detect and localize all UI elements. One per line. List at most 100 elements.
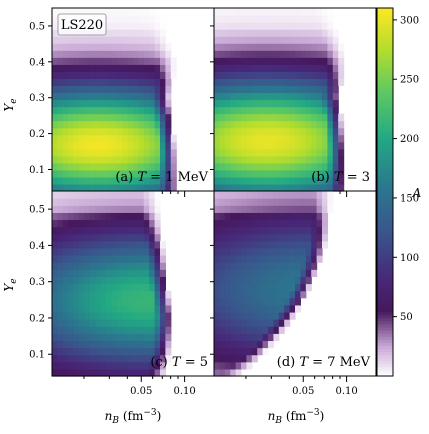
heatmap-cell: [84, 311, 91, 320]
heatmap-cell: [214, 22, 220, 30]
heatmap-cell: [89, 183, 96, 192]
heatmap-cell: [289, 311, 296, 320]
heatmap-cell: [100, 134, 107, 143]
heatmap-cell: [138, 141, 145, 150]
heatmap-cell: [262, 311, 269, 320]
heatmap-cell: [170, 141, 177, 150]
heatmap-cell: [241, 120, 247, 129]
heatmap-cell: [322, 99, 328, 108]
heatmap-cell: [116, 64, 123, 72]
heatmap-cell: [122, 276, 129, 285]
heatmap-cell: [100, 297, 107, 306]
heatmap-cell: [284, 127, 291, 136]
heatmap-cell: [230, 255, 237, 263]
heatmap-cell: [116, 15, 123, 23]
heatmap-cell: [52, 15, 58, 23]
heatmap-cell: [241, 71, 247, 79]
heatmap-cell: [149, 50, 156, 58]
heatmap-cell: [224, 15, 231, 23]
heatmap-cell: [160, 50, 166, 58]
heatmap-cell: [111, 64, 118, 72]
heatmap-cell: [127, 361, 134, 370]
heatmap-cell: [235, 226, 242, 235]
heatmap-cell: [316, 198, 323, 206]
heatmap-cell: [160, 99, 166, 108]
heatmap-cell: [133, 183, 139, 192]
heatmap-cell: [57, 311, 64, 320]
heatmap-cell: [278, 290, 285, 299]
colorbar-segment: [377, 238, 393, 242]
heatmap-cell: [111, 120, 118, 129]
heatmap-cell: [241, 304, 247, 313]
heatmap-cell: [138, 148, 145, 157]
heatmap-cell: [273, 326, 280, 334]
heatmap-cell: [149, 183, 156, 192]
heatmap-cell: [311, 127, 318, 136]
colorbar-segment: [377, 213, 393, 218]
heatmap-cell: [262, 283, 269, 292]
heatmap-cell: [106, 326, 112, 334]
heatmap-cell: [305, 169, 312, 178]
heatmap-cell: [133, 50, 139, 58]
heatmap-cell: [116, 176, 123, 185]
heatmap-cell: [289, 240, 296, 249]
heatmap-cell: [273, 50, 280, 58]
heatmap-cell: [230, 233, 237, 242]
heatmap-cell: [138, 269, 145, 277]
heatmap-cell: [133, 148, 139, 157]
heatmap-cell: [316, 240, 323, 249]
heatmap-cell: [89, 255, 96, 263]
heatmap-cell: [224, 255, 231, 263]
heatmap-cell: [154, 311, 161, 320]
heatmap-cell: [241, 240, 247, 249]
heatmap-cell: [84, 176, 91, 185]
heatmap-cell: [268, 43, 274, 51]
heatmap-cell: [154, 92, 161, 101]
heatmap-cell: [149, 354, 156, 363]
heatmap-cell: [257, 15, 264, 23]
heatmap-cell: [79, 340, 85, 349]
heatmap-cell: [52, 262, 58, 270]
heatmap-cell: [305, 212, 312, 221]
heatmap-cell: [295, 92, 301, 101]
heatmap-cell: [230, 99, 237, 108]
heatmap-cell: [84, 198, 91, 206]
heatmap-cell: [246, 183, 253, 192]
heatmap-cell: [235, 50, 242, 58]
heatmap-cell: [327, 134, 334, 143]
heatmap-cell: [79, 92, 85, 101]
heatmap-cell: [79, 169, 85, 178]
heatmap-cell: [273, 141, 280, 150]
heatmap-cell: [68, 368, 75, 377]
heatmap-cell: [73, 43, 80, 51]
heatmap-cell: [305, 262, 312, 270]
heatmap-cell: [52, 269, 58, 277]
heatmap-cell: [160, 71, 166, 79]
heatmap-cell: [160, 319, 166, 327]
heatmap-cell: [273, 226, 280, 235]
heatmap-cell: [154, 269, 161, 277]
heatmap-cell: [284, 226, 291, 235]
heatmap-cell: [235, 290, 242, 299]
heatmap-cell: [219, 311, 226, 320]
heatmap-cell: [52, 304, 58, 313]
heatmap-cell: [289, 78, 296, 87]
heatmap-cell: [62, 269, 69, 277]
heatmap-cell: [338, 64, 345, 72]
heatmap-cell: [322, 176, 328, 185]
heatmap-cell: [138, 22, 145, 30]
heatmap-cell: [89, 134, 96, 143]
heatmap-cell: [116, 50, 123, 58]
colorbar-segment: [377, 366, 393, 371]
heatmap-cell: [68, 141, 75, 150]
heatmap-cell: [127, 169, 134, 178]
heatmap-cell: [68, 162, 75, 171]
heatmap-cell: [57, 64, 64, 72]
heatmap-cell: [138, 247, 145, 256]
heatmap-cell: [84, 43, 91, 51]
heatmap-cell: [241, 269, 247, 277]
heatmap-cell: [246, 269, 253, 277]
heatmap-cell: [111, 169, 118, 178]
heatmap-cell: [224, 113, 231, 122]
heatmap-cell: [73, 169, 80, 178]
